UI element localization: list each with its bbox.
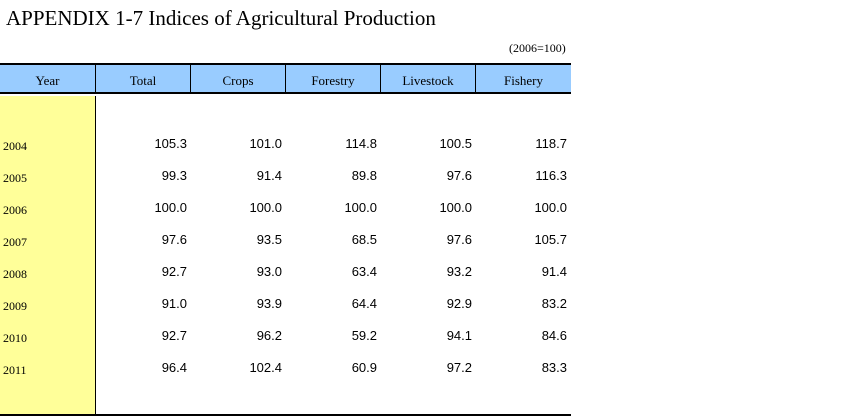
fishery-cell: 118.7 — [535, 136, 567, 151]
year-column-shading — [0, 96, 96, 414]
livestock-cell: 100.0 — [439, 200, 472, 215]
crops-cell: 102.4 — [249, 360, 282, 375]
fishery-cell: 84.6 — [541, 328, 567, 343]
livestock-cell: 92.9 — [446, 296, 472, 311]
total-cell: 100.0 — [154, 200, 187, 215]
year-cell: 2009 — [3, 299, 27, 313]
crops-cell: 91.4 — [256, 168, 282, 183]
total-cell: 91.0 — [161, 296, 187, 311]
table-row: 2005 99.3 91.4 89.8 97.6 116.3 — [0, 168, 571, 188]
forestry-cell: 60.9 — [351, 360, 377, 375]
forestry-cell: 114.8 — [345, 136, 377, 151]
table-row: 2009 91.0 93.9 64.4 92.9 83.2 — [0, 296, 571, 316]
fishery-cell: 100.0 — [534, 200, 567, 215]
year-cell: 2008 — [3, 267, 27, 281]
year-cell: 2011 — [3, 363, 27, 377]
livestock-cell: 97.2 — [446, 360, 472, 375]
fishery-cell: 83.3 — [541, 360, 567, 375]
year-cell: 2005 — [3, 171, 27, 185]
table-row: 2008 92.7 93.0 63.4 93.2 91.4 — [0, 264, 571, 284]
table-row: 2006 100.0 100.0 100.0 100.0 100.0 — [0, 200, 571, 220]
forestry-cell: 68.5 — [351, 232, 377, 247]
year-cell: 2006 — [3, 203, 27, 217]
total-cell: 96.4 — [161, 360, 187, 375]
base-year-note: (2006=100) — [509, 41, 566, 55]
fishery-cell: 83.2 — [541, 296, 567, 311]
forestry-cell: 59.2 — [351, 328, 377, 343]
year-cell: 2010 — [3, 331, 27, 345]
forestry-cell: 64.4 — [351, 296, 377, 311]
table-header: Year Total Crops Forestry Livestock Fish… — [0, 63, 571, 94]
fishery-cell: 105.7 — [534, 232, 567, 247]
forestry-cell: 100.0 — [344, 200, 377, 215]
table-bottom-border — [0, 414, 571, 416]
year-cell: 2004 — [3, 139, 27, 153]
column-header-forestry: Forestry — [286, 65, 381, 92]
crops-cell: 93.0 — [256, 264, 282, 279]
page-title: APPENDIX 1-7 Indices of Agricultural Pro… — [6, 6, 436, 30]
crops-cell: 93.9 — [256, 296, 282, 311]
livestock-cell: 94.1 — [446, 328, 472, 343]
forestry-cell: 63.4 — [351, 264, 377, 279]
total-cell: 99.3 — [161, 168, 187, 183]
year-cell: 2007 — [3, 235, 27, 249]
livestock-cell: 100.5 — [439, 136, 472, 151]
column-header-crops: Crops — [191, 65, 286, 92]
livestock-cell: 93.2 — [446, 264, 472, 279]
total-cell: 92.7 — [161, 264, 187, 279]
table-row: 2010 92.7 96.2 59.2 94.1 84.6 — [0, 328, 571, 348]
table-row: 2011 96.4 102.4 60.9 97.2 83.3 — [0, 360, 571, 380]
table-row: 2004 105.3 101.0 114.8 100.5 118.7 — [0, 136, 571, 156]
total-cell: 97.6 — [161, 232, 187, 247]
table-row: 2007 97.6 93.5 68.5 97.6 105.7 — [0, 232, 571, 252]
livestock-cell: 97.6 — [446, 232, 472, 247]
forestry-cell: 89.8 — [351, 168, 377, 183]
fishery-cell: 91.4 — [541, 264, 567, 279]
indices-table: Year Total Crops Forestry Livestock Fish… — [0, 63, 571, 417]
crops-cell: 100.0 — [249, 200, 282, 215]
total-cell: 105.3 — [154, 136, 187, 151]
column-header-total: Total — [96, 65, 191, 92]
crops-cell: 93.5 — [256, 232, 282, 247]
crops-cell: 101.0 — [249, 136, 282, 151]
total-cell: 92.7 — [161, 328, 187, 343]
column-header-fishery: Fishery — [504, 73, 543, 88]
livestock-cell: 97.6 — [446, 168, 472, 183]
fishery-cell: 116.3 — [535, 168, 567, 183]
column-header-year: Year — [0, 65, 96, 92]
crops-cell: 96.2 — [256, 328, 282, 343]
column-header-livestock: Livestock — [381, 65, 476, 92]
